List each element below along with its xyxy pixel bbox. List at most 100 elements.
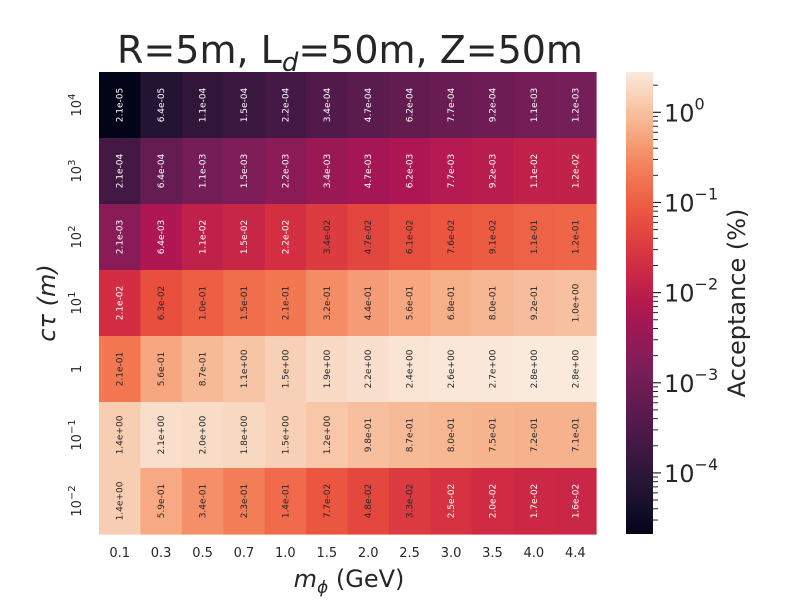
cell-value-label: 2.1e+00 — [157, 415, 167, 454]
cell-value-label: 2.5e-02 — [447, 484, 457, 519]
heatmap-cell — [306, 138, 349, 205]
heatmap-cell — [430, 468, 473, 535]
heatmap-cell — [554, 402, 597, 469]
cell-value-label: 1.0e+00 — [571, 283, 581, 322]
cell-value-label: 2.2e-03 — [281, 154, 291, 189]
heatmap-cell — [554, 270, 597, 337]
x-tick-label: 2.0 — [358, 546, 379, 561]
cell-value-label: 2.8e+00 — [530, 349, 540, 388]
heatmap-cell — [513, 72, 556, 139]
heatmap-cell — [181, 468, 224, 535]
heatmap-cell — [554, 336, 597, 403]
cell-value-label: 1.1e-03 — [199, 154, 209, 189]
cell-value-label: 7.7e-02 — [323, 484, 333, 519]
y-tick-label: 103 — [67, 160, 85, 183]
y-tick-labels: 104 103 102 101 1 10−1 10−2 — [67, 94, 85, 517]
x-tick-label: 3.5 — [482, 546, 503, 561]
cell-value-label: 1.1e-03 — [530, 88, 540, 123]
heatmap-cell — [140, 402, 183, 469]
cell-value-label: 2.2e+00 — [364, 349, 374, 388]
heatmap-cell — [140, 336, 183, 403]
heatmap-cell — [306, 468, 349, 535]
cell-value-label: 8.7e-01 — [199, 352, 209, 387]
heatmap-cell — [306, 336, 349, 403]
heatmap-cell — [388, 468, 431, 535]
heatmap-cell — [513, 138, 556, 205]
cell-value-label: 2.7e+00 — [488, 349, 498, 388]
x-axis-unit: (GeV) — [328, 565, 404, 593]
cell-value-label: 1.1e-04 — [199, 87, 209, 122]
heatmap-cell — [223, 204, 266, 271]
chart-title-rest: =50m, Z=50m — [298, 28, 583, 72]
heatmap-cell — [554, 468, 597, 535]
cell-value-label: 7.7e-04 — [447, 87, 457, 122]
heatmap-cell — [513, 270, 556, 337]
heatmap-cell — [513, 402, 556, 469]
x-tick-label: 1.5 — [316, 546, 337, 561]
heatmap-cell — [388, 204, 431, 271]
cell-value-label: 1.0e-01 — [199, 286, 209, 321]
cell-value-label: 8.7e-01 — [406, 418, 416, 453]
heatmap-cell — [513, 204, 556, 271]
heatmap-cell — [264, 402, 307, 469]
cell-value-label: 4.4e-01 — [364, 286, 374, 321]
heatmap-cell — [223, 402, 266, 469]
cell-value-label: 7.7e-03 — [447, 154, 457, 189]
cell-value-label: 2.0e+00 — [199, 415, 209, 454]
y-tick-label: 101 — [67, 292, 85, 315]
colorbar-tick-label: 10−2 — [664, 275, 718, 308]
heatmap-cell — [99, 468, 142, 535]
cell-value-label: 2.8e+00 — [571, 349, 581, 388]
cell-value-label: 2.4e+00 — [406, 349, 416, 388]
x-tick-label: 2.5 — [399, 546, 420, 561]
heatmap-cell — [388, 402, 431, 469]
heatmap-cell — [388, 270, 431, 337]
heatmap-cell — [264, 138, 307, 205]
cell-value-label: 4.7e-03 — [364, 154, 374, 189]
cell-value-label: 6.2e-04 — [406, 87, 416, 122]
chart-title-subscript: d — [282, 48, 299, 78]
x-tick-label: 1.0 — [275, 546, 296, 561]
colorbar — [626, 72, 653, 534]
cell-value-label: 4.7e-02 — [364, 220, 374, 255]
heatmap-cell — [181, 270, 224, 337]
y-tick-label: 104 — [67, 94, 85, 117]
cell-value-label: 2.0e-02 — [488, 484, 498, 519]
cell-value-label: 3.3e-02 — [406, 484, 416, 519]
cell-value-label: 6.4e-05 — [157, 88, 167, 123]
heatmap-cell — [264, 72, 307, 139]
heatmap-cell — [471, 138, 514, 205]
x-tick-label: 0.7 — [234, 546, 255, 561]
cell-value-label: 1.7e-02 — [530, 484, 540, 519]
cell-value-label: 1.4e+00 — [116, 481, 126, 520]
cell-value-label: 7.2e-01 — [530, 418, 540, 453]
cell-value-label: 6.1e-02 — [406, 220, 416, 255]
heatmap-cell — [471, 270, 514, 337]
heatmap-cell — [306, 402, 349, 469]
cell-value-label: 1.5e+00 — [281, 415, 291, 454]
cell-value-label: 6.8e-01 — [447, 286, 457, 321]
heatmap-cell — [264, 468, 307, 535]
cell-value-label: 2.1e-04 — [116, 153, 126, 188]
cell-value-label: 1.5e-04 — [240, 87, 250, 122]
cell-value-label: 1.5e+00 — [281, 349, 291, 388]
heatmap-cell — [471, 336, 514, 403]
cell-value-label: 7.6e-02 — [447, 220, 457, 255]
cell-value-label: 5.9e-01 — [157, 484, 167, 519]
x-tick-labels: 0.1 0.3 0.5 0.7 1.0 1.5 2.0 2.5 3.0 3.5 4.0 4.4 — [109, 546, 585, 561]
heatmap-cell — [347, 72, 390, 139]
heatmap-cell — [554, 204, 597, 271]
cell-value-label: 1.8e+00 — [240, 415, 250, 454]
cell-value-label: 3.4e-01 — [199, 484, 209, 519]
heatmap-cell — [347, 468, 390, 535]
cell-value-label: 1.2e+00 — [323, 415, 333, 454]
heatmap-cell — [181, 138, 224, 205]
cell-value-label: 3.4e-04 — [323, 87, 333, 122]
x-tick-label: 0.5 — [192, 546, 213, 561]
cell-value-label: 4.8e-02 — [364, 484, 374, 519]
cell-value-label: 2.1e-01 — [281, 286, 291, 321]
heatmap-cell — [306, 270, 349, 337]
heatmap-cell — [140, 72, 183, 139]
cell-value-label: 8.0e-01 — [447, 418, 457, 453]
